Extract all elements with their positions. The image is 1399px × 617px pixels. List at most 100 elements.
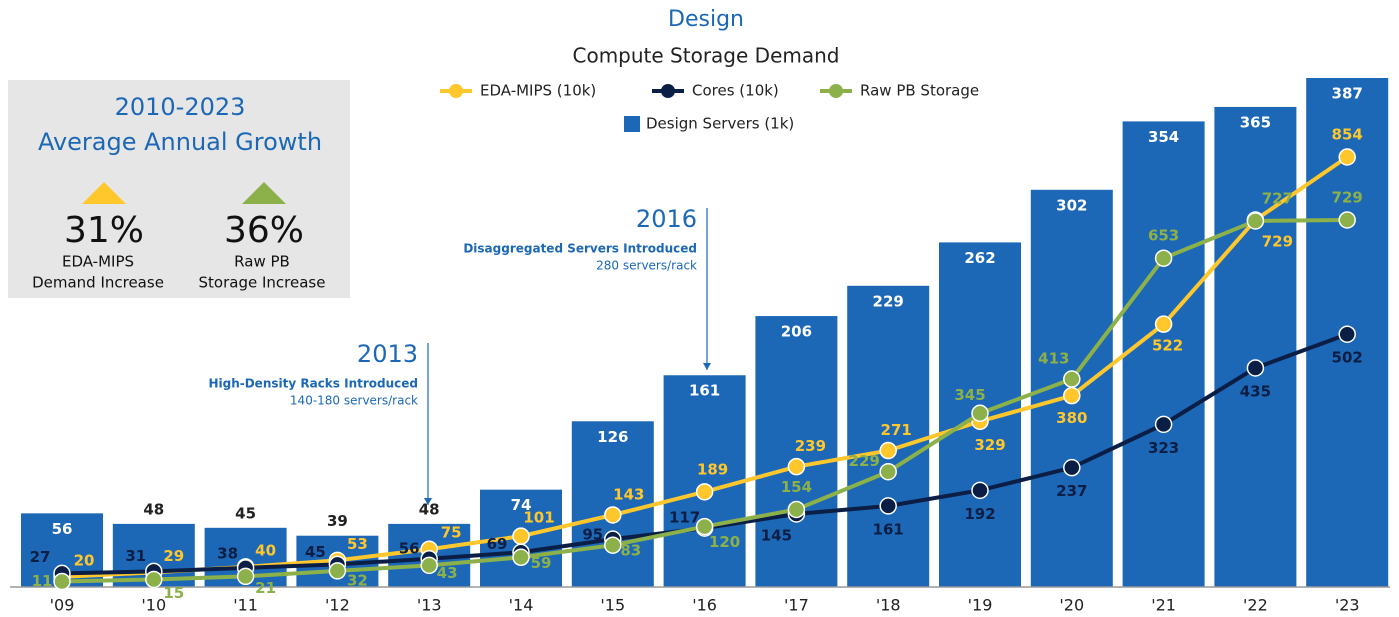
line-label: 502 (1332, 349, 1363, 367)
line-label: 38 (217, 544, 238, 562)
line-label: 45 (305, 543, 326, 561)
growth-text: Raw PB (234, 253, 290, 271)
growth-text: Storage Increase (199, 274, 326, 292)
bar-label: 48 (419, 500, 440, 518)
bar (755, 316, 838, 587)
line-label: 729 (1262, 232, 1293, 250)
growth-title: 2010-2023 (115, 93, 246, 121)
line-label: 29 (163, 547, 184, 565)
annotation-year: 2013 (357, 340, 418, 368)
line-label: 21 (255, 579, 276, 597)
bar-label: 365 (1240, 113, 1271, 131)
line-marker (1063, 370, 1081, 388)
line-label: 53 (347, 535, 368, 553)
line-label: 727 (1262, 189, 1293, 207)
line-label: 323 (1148, 439, 1179, 457)
line-marker (879, 441, 897, 460)
line-label: 237 (1056, 482, 1087, 500)
line-marker (1246, 359, 1265, 377)
line-marker (787, 457, 806, 476)
x-tick-label: '20 (1059, 596, 1084, 615)
line-marker (695, 483, 714, 501)
annotation-year: 2016 (636, 205, 697, 233)
chart-subtitle: Compute Storage Demand (573, 44, 840, 68)
up-triangle (82, 182, 126, 204)
line-label: 854 (1332, 126, 1363, 144)
line-label: 75 (441, 524, 462, 542)
annotation-arrow (703, 363, 711, 370)
bar-label: 161 (689, 382, 720, 400)
line-label: 40 (255, 541, 276, 559)
line-marker (879, 497, 897, 515)
line-marker (1063, 458, 1081, 477)
line-label: 329 (974, 436, 1005, 454)
growth-title: Average Annual Growth (38, 128, 322, 156)
line-marker (1338, 211, 1356, 229)
bar-label: 39 (327, 512, 348, 530)
legend-marker (661, 84, 675, 98)
up-triangle (242, 182, 286, 204)
line-label: 11 (32, 572, 53, 590)
line-marker (1338, 148, 1356, 166)
bar-label: 302 (1056, 196, 1087, 214)
line-label: 145 (761, 526, 792, 544)
bar-label: 126 (597, 428, 628, 446)
line-label: 189 (697, 460, 728, 478)
line-marker (879, 462, 897, 481)
line-marker (328, 562, 347, 580)
growth-box (8, 80, 350, 298)
line-marker (420, 556, 438, 575)
line-marker (1063, 386, 1081, 405)
line-marker (695, 517, 714, 536)
x-tick-label: '09 (50, 596, 75, 615)
line-marker (512, 548, 530, 567)
line-label: 435 (1240, 382, 1271, 400)
annotation-text: 280 servers/rack (596, 259, 697, 273)
bar-label: 229 (873, 292, 904, 310)
x-tick-label: '10 (141, 596, 166, 615)
line-marker (971, 481, 989, 500)
x-tick-label: '19 (968, 596, 993, 615)
line-label: 380 (1056, 409, 1087, 427)
line-marker (1246, 212, 1265, 230)
line-label: 345 (954, 386, 985, 404)
bar (1122, 121, 1205, 587)
line-label: 95 (582, 526, 603, 544)
line-label: 59 (531, 554, 552, 572)
x-tick-label: '23 (1335, 596, 1360, 615)
x-tick-label: '13 (417, 596, 442, 615)
line-marker (1154, 249, 1173, 267)
line-label: 117 (669, 509, 700, 527)
bar (571, 421, 654, 587)
legend-label: Cores (10k) (692, 82, 779, 100)
line-marker (1154, 315, 1173, 333)
x-tick-label: '16 (692, 596, 717, 615)
bar-label: 45 (235, 504, 256, 522)
line-label: 83 (620, 542, 641, 560)
line-marker (604, 536, 622, 554)
legend-label: Raw PB Storage (860, 82, 979, 100)
line-marker (53, 572, 71, 591)
annotation-title: High-Density Racks Introduced (208, 377, 418, 391)
bar-label: 387 (1332, 85, 1363, 103)
annotation-arrow (424, 498, 432, 505)
x-tick-label: '11 (233, 596, 258, 615)
line-label: 271 (881, 421, 912, 439)
line-marker (604, 506, 622, 524)
bar-label: 56 (52, 520, 73, 538)
line-label: 27 (30, 548, 51, 566)
x-tick-label: '15 (600, 596, 625, 615)
line-marker (787, 500, 806, 519)
line-label: 69 (487, 535, 508, 553)
x-tick-label: '17 (784, 596, 809, 615)
line-label: 32 (347, 571, 368, 589)
legend-label: EDA-MIPS (10k) (480, 82, 596, 100)
line-label: 20 (74, 551, 95, 569)
line-label: 653 (1148, 227, 1179, 245)
legend-marker (449, 84, 463, 98)
growth-text: EDA-MIPS (62, 253, 134, 271)
bar-label: 354 (1148, 128, 1179, 146)
legend-marker (829, 84, 843, 98)
line-label: 15 (163, 584, 184, 602)
annotation-title: Disaggregated Servers Introduced (463, 242, 697, 256)
